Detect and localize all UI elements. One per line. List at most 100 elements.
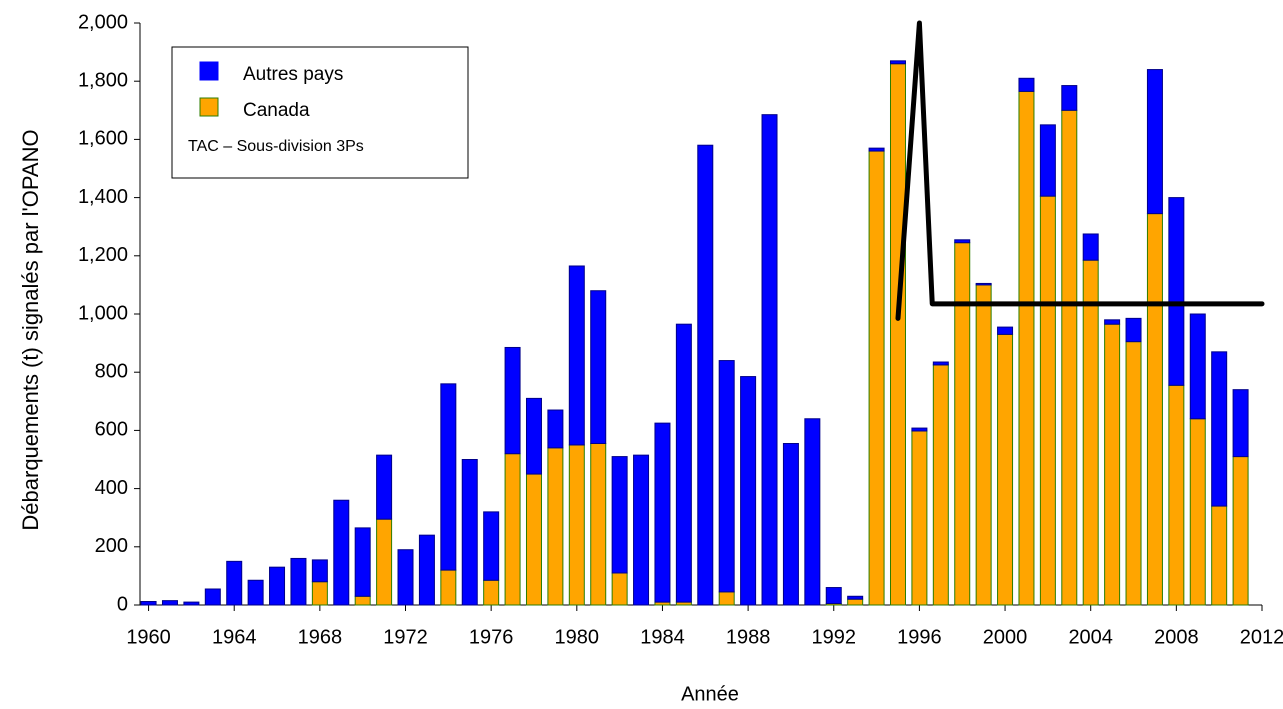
y-tick-label: 1,000	[78, 302, 128, 324]
x-tick-label: 1996	[897, 626, 942, 648]
bar	[1189, 418, 1206, 606]
x-tick-label: 2012	[1240, 626, 1283, 648]
bar	[975, 282, 992, 286]
bar	[483, 511, 500, 581]
legend-label: Autres pays	[243, 64, 343, 85]
y-axis-label: Débarquements (t) signalés par l'OPANO	[18, 129, 43, 530]
bar	[311, 581, 328, 606]
bar	[825, 587, 842, 605]
bar	[889, 60, 906, 65]
bar	[654, 422, 671, 603]
bar	[675, 323, 692, 603]
bar	[740, 376, 757, 606]
bar	[997, 333, 1014, 606]
x-tick-label: 1976	[469, 626, 514, 648]
bar	[1189, 313, 1206, 420]
bar	[868, 147, 885, 152]
bar	[1018, 90, 1035, 606]
tac-line	[895, 20, 1265, 321]
y-tick-label: 600	[95, 419, 128, 441]
bar	[1125, 317, 1142, 343]
y-tick-label: 2,000	[78, 11, 128, 33]
bar	[247, 579, 264, 606]
bar	[483, 579, 500, 606]
bar	[633, 454, 650, 606]
bar	[590, 290, 607, 444]
bar	[333, 499, 350, 606]
bar	[611, 456, 628, 574]
legend-label: Canada	[243, 100, 310, 121]
bar	[269, 566, 286, 606]
y-tick-label: 400	[95, 477, 128, 499]
bar	[932, 364, 949, 606]
bar	[718, 360, 735, 593]
bar	[504, 346, 521, 455]
bar	[1061, 109, 1078, 606]
bar	[525, 473, 542, 606]
bar	[161, 600, 178, 606]
bar	[568, 444, 585, 606]
x-tick-label: 1992	[812, 626, 857, 648]
legend-swatch	[199, 97, 219, 117]
y-tick-label: 1,200	[78, 244, 128, 266]
bar	[1146, 213, 1163, 606]
bar	[204, 588, 221, 606]
legend-swatch	[199, 61, 219, 81]
bar	[376, 454, 393, 520]
bar	[1168, 384, 1185, 606]
y-tick-label: 1,400	[78, 186, 128, 208]
y-tick-label: 0	[117, 593, 128, 615]
bar	[1082, 259, 1099, 606]
bar	[547, 409, 564, 449]
bar	[868, 150, 885, 606]
x-tick-label: 2008	[1154, 626, 1199, 648]
bar	[1211, 351, 1228, 507]
bar	[889, 63, 906, 606]
bar	[782, 442, 799, 606]
bar	[1082, 233, 1099, 261]
bar	[1232, 456, 1249, 606]
bar	[1146, 69, 1163, 215]
bar	[376, 518, 393, 606]
bar	[140, 601, 157, 606]
bar	[911, 427, 928, 432]
bar	[440, 569, 457, 606]
bar	[461, 459, 478, 606]
bar	[1104, 323, 1121, 606]
bar	[1168, 197, 1185, 386]
bar	[611, 572, 628, 606]
bar	[1104, 319, 1121, 325]
bar	[847, 595, 864, 600]
bar	[397, 549, 414, 606]
x-tick-label: 1968	[298, 626, 343, 648]
bar	[590, 442, 607, 606]
bar	[718, 591, 735, 606]
x-tick-label: 2004	[1068, 626, 1113, 648]
bar	[226, 560, 243, 606]
bar	[847, 598, 864, 606]
bar	[354, 527, 371, 597]
bar	[525, 397, 542, 475]
bar	[183, 601, 200, 606]
bar	[311, 559, 328, 583]
bar	[911, 430, 928, 606]
bar	[1211, 505, 1228, 606]
bar	[997, 326, 1014, 335]
bar	[568, 265, 585, 446]
bar	[1018, 77, 1035, 92]
bar	[954, 239, 971, 244]
y-tick-label: 200	[95, 535, 128, 557]
x-tick-label: 1984	[640, 626, 685, 648]
bar	[697, 144, 714, 606]
legend-box	[171, 46, 469, 179]
x-tick-label: 1988	[726, 626, 771, 648]
bar	[975, 284, 992, 606]
bar	[547, 447, 564, 606]
bar	[418, 534, 435, 606]
bar	[1125, 341, 1142, 606]
bar	[954, 242, 971, 606]
y-tick-label: 1,600	[78, 128, 128, 150]
x-tick-label: 1964	[212, 626, 257, 648]
bar	[1039, 124, 1056, 197]
